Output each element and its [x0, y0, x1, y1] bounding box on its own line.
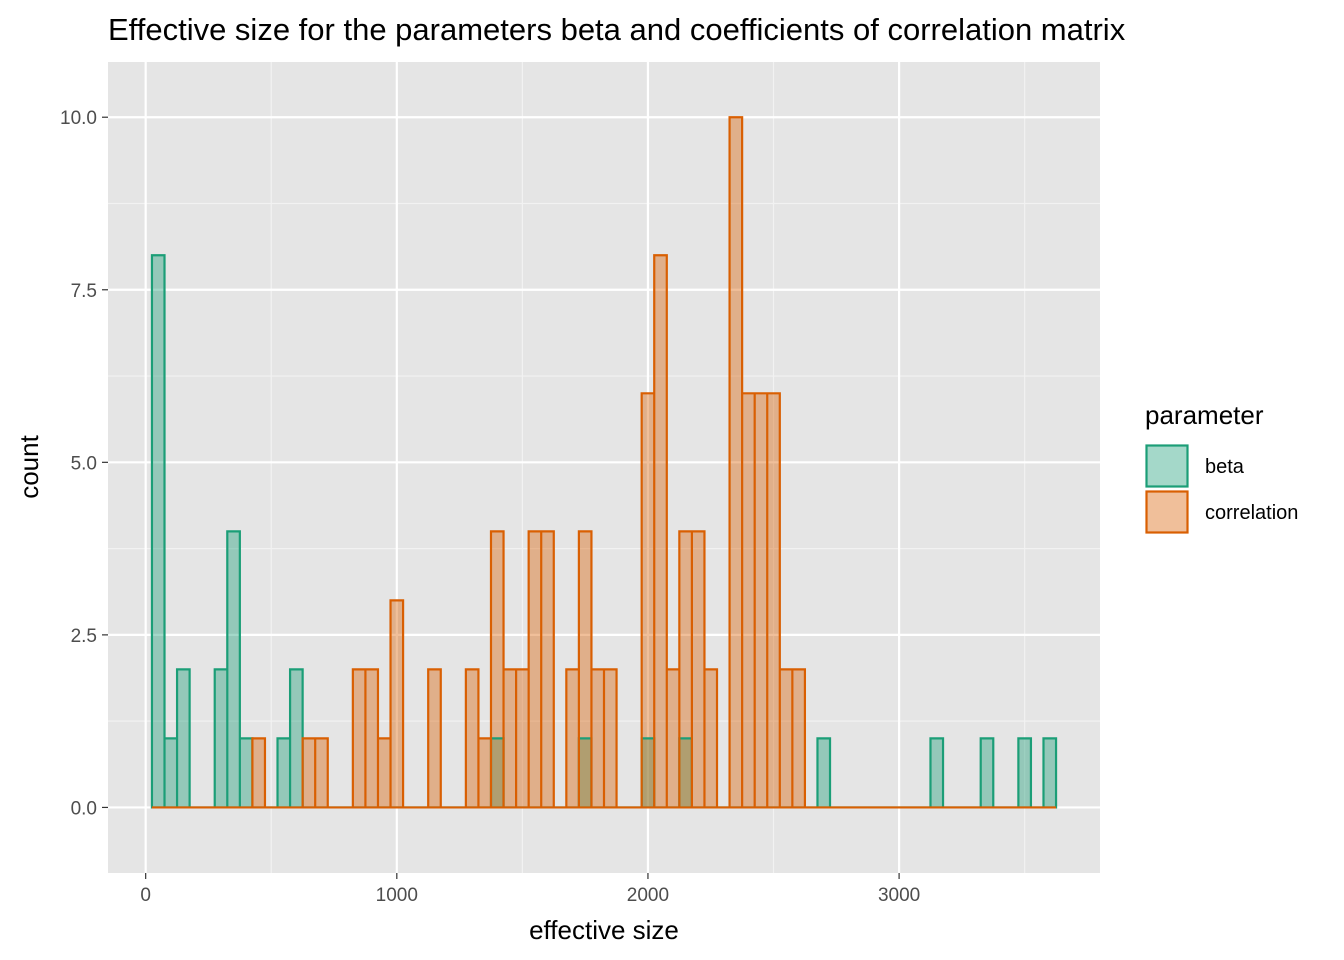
y-tick-label: 7.5 [71, 281, 97, 302]
x-tick-label: 0 [140, 885, 151, 906]
legend-key-bg [1145, 490, 1189, 534]
y-tick-label: 10.0 [60, 108, 97, 129]
bar-correlation [478, 738, 491, 808]
bar-correlation [252, 738, 265, 808]
bar-beta [239, 738, 253, 808]
histogram-bars [151, 117, 1057, 808]
legend-label-beta: beta [1205, 456, 1245, 478]
bar-beta [490, 738, 504, 808]
chart-title: Effective size for the parameters beta a… [108, 12, 1126, 47]
bar-correlation [742, 393, 755, 808]
bar-correlation [641, 393, 655, 808]
bar-correlation [566, 669, 579, 808]
bar-beta [164, 738, 178, 808]
bar-beta [679, 738, 692, 808]
bar-beta [930, 738, 944, 808]
x-axis-title: effective size [529, 915, 679, 945]
bar-correlation [516, 669, 529, 808]
bar-beta [214, 669, 228, 808]
legend: parameter beta correlation [1145, 400, 1298, 534]
grid-minor [108, 62, 1100, 873]
bar-correlation [390, 600, 404, 808]
bar-correlation [365, 669, 378, 808]
bar-beta [578, 738, 592, 808]
x-tick-label: 3000 [878, 885, 920, 906]
bar-correlation [591, 669, 604, 808]
legend-title: parameter [1145, 400, 1264, 430]
bar-correlation [679, 531, 692, 808]
y-axis: 0.0 2.5 5.0 7.5 10.0 [60, 108, 108, 819]
bar-beta [817, 738, 831, 808]
bar-correlation [541, 531, 554, 808]
bar-beta [151, 255, 165, 808]
bar-correlation [654, 255, 667, 808]
bar-beta [980, 738, 994, 808]
bar-correlation [315, 738, 328, 808]
bar-correlation [490, 531, 504, 808]
bar-beta [290, 669, 303, 808]
bar-beta [1043, 738, 1057, 808]
legend-items: beta correlation [1145, 444, 1298, 534]
bar-correlation [691, 531, 705, 808]
bar-correlation [302, 738, 316, 808]
bar-beta [277, 738, 291, 808]
bar-correlation [352, 669, 366, 808]
bar-correlation [465, 669, 479, 808]
bar-correlation [704, 669, 718, 808]
bar-correlation [377, 738, 391, 808]
y-axis-title: count [14, 434, 44, 498]
bar-correlation [779, 669, 793, 808]
histogram-outlines [150, 116, 1058, 809]
bar-beta [227, 531, 240, 808]
bar-correlation [666, 669, 680, 808]
bar-correlation [528, 531, 542, 808]
bar-beta [177, 669, 190, 808]
x-tick-label: 2000 [627, 885, 669, 906]
legend-key-bg [1145, 444, 1189, 488]
outline-correlation [151, 116, 1057, 809]
bar-correlation [729, 117, 743, 808]
y-tick-label: 2.5 [71, 626, 97, 647]
bar-correlation [578, 531, 592, 808]
y-tick-label: 5.0 [71, 453, 97, 474]
y-tick-label: 0.0 [71, 798, 97, 819]
legend-label-correlation: correlation [1205, 502, 1298, 524]
legend-key-beta [1145, 444, 1189, 488]
bar-beta [1018, 738, 1031, 808]
bar-beta [641, 738, 655, 808]
x-axis: 0 1000 2000 3000 [140, 873, 920, 906]
bar-correlation [767, 393, 780, 808]
bar-correlation [754, 393, 768, 808]
bar-correlation [604, 669, 617, 808]
bar-correlation [428, 669, 441, 808]
bar-correlation [503, 669, 517, 808]
x-tick-label: 1000 [376, 885, 418, 906]
legend-key-correlation [1145, 490, 1189, 534]
bar-correlation [792, 669, 805, 808]
